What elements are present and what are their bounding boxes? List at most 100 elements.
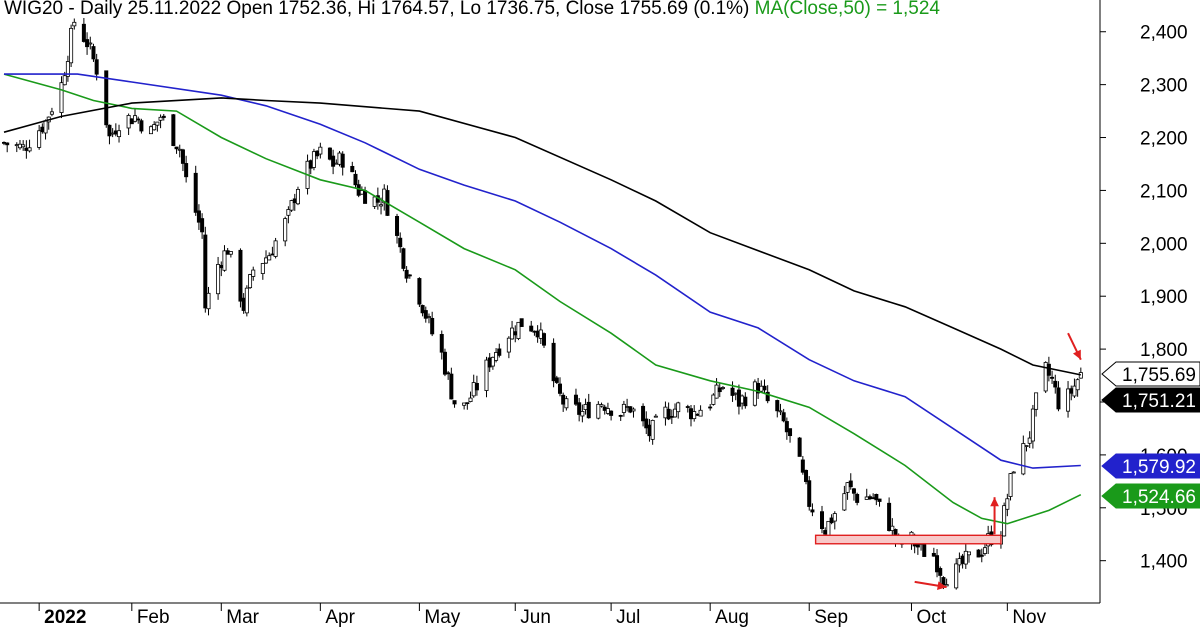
candle-body xyxy=(848,480,853,488)
candle-body xyxy=(104,70,109,126)
candle-body xyxy=(2,141,7,144)
candle-body xyxy=(155,121,160,126)
candle xyxy=(692,405,697,422)
candle xyxy=(1021,435,1026,476)
candle xyxy=(848,473,853,490)
candle-body xyxy=(688,408,693,420)
candle-body xyxy=(1050,376,1055,379)
candle xyxy=(81,17,86,43)
candle-body xyxy=(954,563,959,589)
candle xyxy=(334,159,339,165)
candle-body xyxy=(174,146,179,150)
candle-body xyxy=(1075,379,1080,391)
x-tick-label: Oct xyxy=(916,607,946,628)
price-tag-label: 1,755.69 xyxy=(1122,365,1196,386)
candle xyxy=(596,401,601,420)
candle xyxy=(586,393,591,419)
candle-body xyxy=(318,146,323,155)
candle xyxy=(781,408,786,423)
candle-body xyxy=(676,402,681,413)
candle xyxy=(1008,473,1013,501)
candle-body xyxy=(270,253,275,256)
candle-body xyxy=(717,387,722,393)
arrow-head xyxy=(990,497,999,507)
candle xyxy=(353,170,358,188)
candle xyxy=(1005,493,1010,517)
chart-title-main: WIG20 - Daily 25.11.2022 Open 1752.36, H… xyxy=(4,0,755,19)
candle-body xyxy=(573,394,578,405)
candle-body xyxy=(551,342,556,382)
candle-body xyxy=(439,334,444,353)
candle-body xyxy=(426,316,431,318)
candle xyxy=(264,250,269,264)
candle-body xyxy=(979,554,984,557)
candle xyxy=(311,148,316,171)
arrow-head xyxy=(937,581,947,590)
candle xyxy=(602,404,607,415)
candle-body xyxy=(49,111,54,115)
candle xyxy=(468,391,473,403)
candle xyxy=(462,402,467,410)
candle-body xyxy=(577,402,582,415)
candle-body xyxy=(519,318,524,327)
candle xyxy=(743,392,748,409)
candle xyxy=(506,336,511,359)
candle-body xyxy=(733,392,738,395)
candle-body xyxy=(820,511,825,529)
candle xyxy=(621,400,626,417)
candle-body xyxy=(586,401,591,419)
candle xyxy=(40,123,45,134)
candle-body xyxy=(609,410,614,416)
candle-body xyxy=(698,409,703,417)
candle-body xyxy=(845,482,850,493)
candle xyxy=(708,403,713,411)
candle xyxy=(117,124,122,143)
ma-line xyxy=(3,97,1081,376)
candle-body xyxy=(583,404,588,410)
candle xyxy=(538,322,543,344)
candle-body xyxy=(1034,392,1039,410)
candle xyxy=(494,348,499,363)
candle xyxy=(720,386,725,391)
candle xyxy=(784,417,789,440)
candle-body xyxy=(129,118,134,125)
candle-body xyxy=(1053,380,1058,388)
candle-body xyxy=(398,237,403,248)
candle xyxy=(711,393,716,406)
candle-body xyxy=(117,130,122,138)
candle xyxy=(260,262,265,280)
candle xyxy=(267,252,272,261)
candle xyxy=(420,304,425,317)
candle xyxy=(24,140,29,159)
candle-body xyxy=(40,126,45,133)
x-tick-label: Aug xyxy=(715,607,749,628)
candle-body xyxy=(196,210,201,223)
candle xyxy=(59,76,64,119)
candle xyxy=(733,392,738,401)
candle xyxy=(1030,404,1035,449)
candle-body xyxy=(158,116,163,121)
candle xyxy=(641,403,646,427)
candle xyxy=(487,353,492,373)
candle-body xyxy=(625,406,630,408)
candle-body xyxy=(331,155,336,167)
candle-body xyxy=(510,327,515,340)
candle-body xyxy=(653,415,658,418)
candle-body xyxy=(462,402,467,406)
breakout-zone xyxy=(814,534,1002,545)
candle xyxy=(273,237,278,259)
y-tick-label: 2,400 xyxy=(1140,23,1188,44)
candle xyxy=(810,503,815,517)
candle-body xyxy=(650,419,655,440)
candle-body xyxy=(1021,443,1026,475)
candle-body xyxy=(1005,498,1010,510)
candle xyxy=(155,121,160,132)
candle xyxy=(669,409,674,424)
y-tick-label: 1,900 xyxy=(1140,287,1188,308)
candle xyxy=(196,204,201,230)
candle xyxy=(200,213,205,239)
candle xyxy=(628,406,633,414)
candle xyxy=(471,374,476,398)
